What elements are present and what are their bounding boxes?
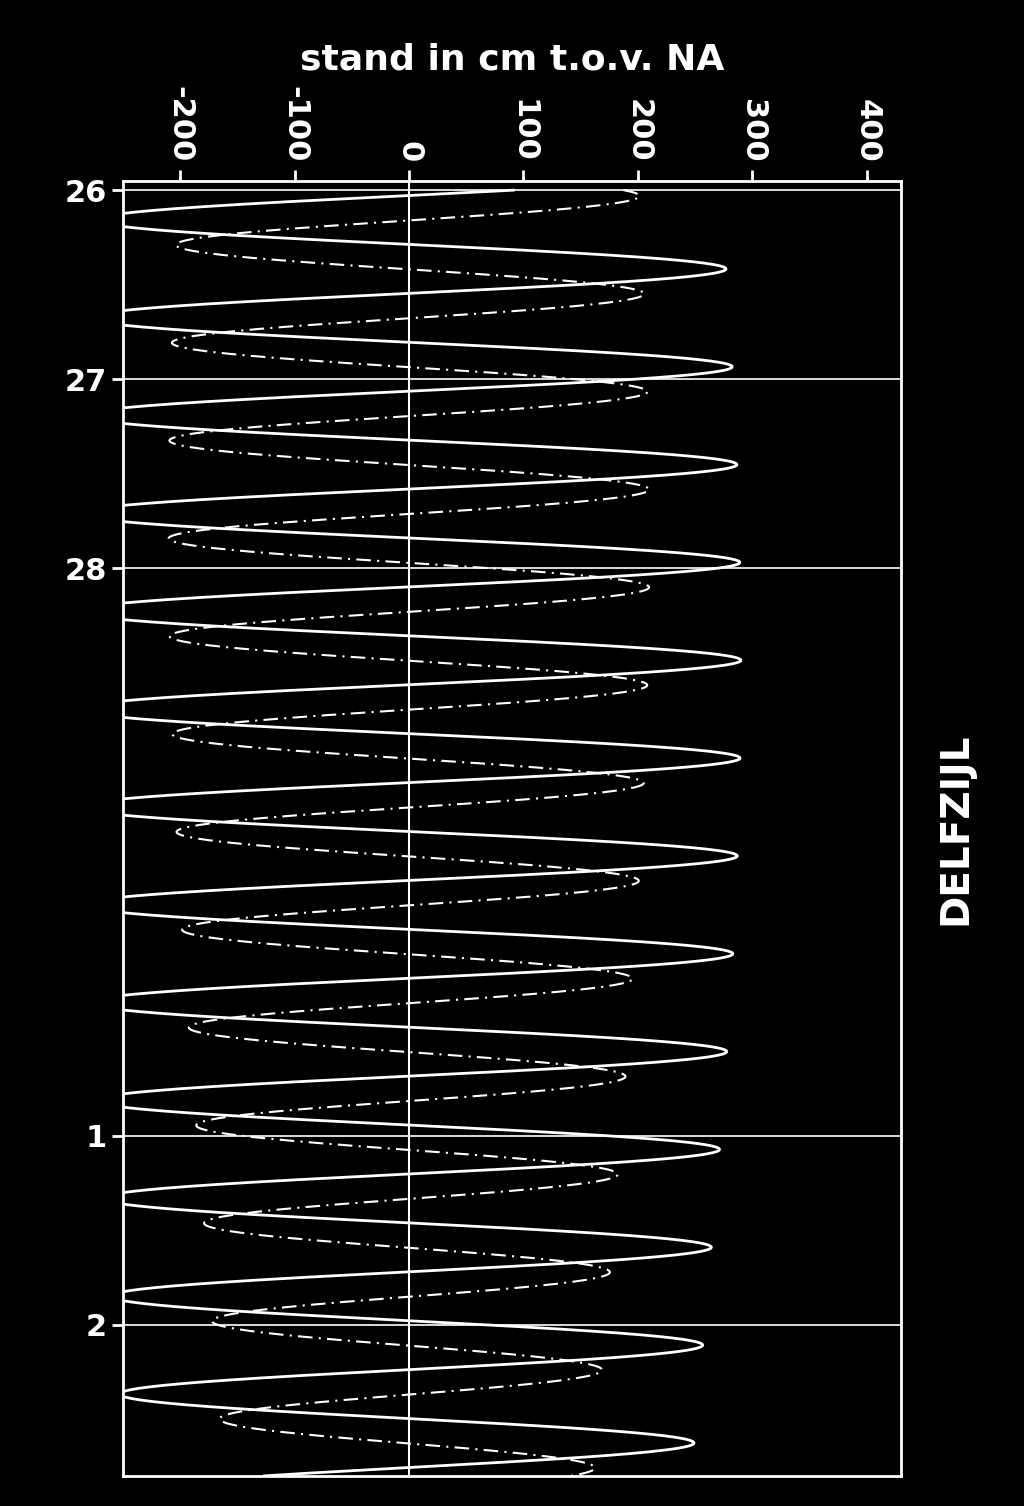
Title: stand in cm t.o.v. NA: stand in cm t.o.v. NA (300, 42, 724, 77)
Text: DELFZIJL: DELFZIJL (937, 732, 975, 925)
